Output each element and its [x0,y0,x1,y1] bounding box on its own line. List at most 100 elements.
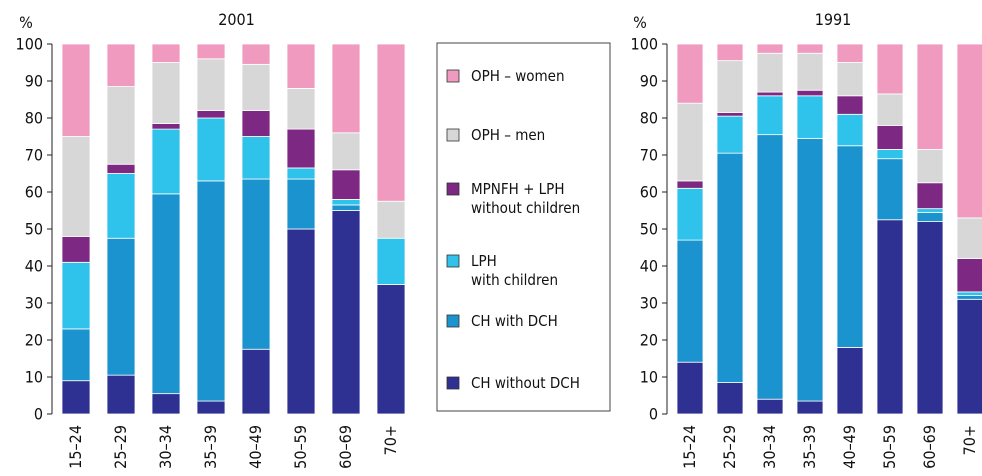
bar-segment [61,380,91,415]
legend-box [436,42,611,412]
bar-segment [241,348,271,415]
y-tick-label: 80 [640,109,658,128]
bar-segment [106,163,136,174]
bar-segment [676,180,704,189]
bar-segment [676,102,704,182]
bar-segment [151,393,181,415]
legend-swatch [446,182,460,196]
x-tick-label: 60–69 [920,425,939,469]
bar-segment [716,152,744,383]
bar-segment [916,208,944,213]
bar-segment [196,117,226,182]
bar-segment [376,43,406,202]
bar-segment [151,123,181,130]
x-tick-label: 15–24 [680,425,699,469]
legend-swatch [446,254,460,268]
bar-segment [796,52,824,91]
bar-segment [106,43,136,87]
bar-segment [376,284,406,415]
bar-segment [876,43,904,95]
bar-segment [61,328,91,382]
bar-segment [151,43,181,63]
bar-segment [676,187,704,241]
y-tick-label: 90 [25,72,43,91]
bar-segment [956,43,982,219]
x-tick-label: 25–29 [720,425,739,469]
y-axis-unit-label: % [633,13,647,32]
bar-segment [836,62,864,97]
bar-segment [836,346,864,415]
legend-swatch [446,128,460,142]
y-tick-label: 70 [640,146,658,165]
bar-segment [331,132,361,171]
bar-segment [241,43,271,65]
bar-segment [796,89,824,97]
x-tick-label: 25–29 [111,425,130,469]
bar-segment [241,63,271,111]
x-tick-label: 30–34 [156,425,175,469]
bar-segment [956,258,982,293]
bar-segment [796,43,824,54]
bar-segment [796,400,824,415]
x-tick-label: 50–59 [291,425,310,469]
bar-segment [836,43,864,63]
bar-segment [916,149,944,184]
bar-segment [331,210,361,415]
bar-segment [756,95,784,136]
bar-segment [876,125,904,150]
bar-segment [61,235,91,263]
bar-segment [61,136,91,237]
bar-segment [196,110,226,119]
bar-segment [106,237,136,376]
bar-segment [331,204,361,211]
y-tick-label: 30 [640,294,658,313]
legend-swatch [446,69,460,83]
x-tick-label: 30–34 [760,425,779,469]
legend-label: without children [471,199,580,217]
y-tick-label: 80 [25,109,43,128]
bar-segment [796,95,824,139]
bar-segment [876,93,904,126]
y-tick-label: 20 [640,331,658,350]
bar-segment [836,145,864,348]
bar-segment [241,110,271,137]
bar-segment [151,62,181,124]
bar-segment [286,88,316,130]
bar-segment [286,128,316,169]
y-axis-unit-label: % [19,13,33,32]
bar-segment [916,43,944,150]
bar-segment [376,237,406,285]
bar-segment [836,95,864,115]
bar-segment [916,221,944,415]
bar-segment [716,43,744,62]
y-tick-label: 0 [649,405,658,424]
bar-segment [836,113,864,147]
bar-segment [286,167,316,180]
bar-segment [196,58,226,111]
bar-segment [956,217,982,259]
bar-segment [196,180,226,402]
y-tick-label: 60 [640,183,658,202]
x-tick-label: 40–49 [246,425,265,469]
x-tick-label: 15–24 [66,425,85,469]
bar-segment [756,398,784,415]
x-tick-label: 70+ [381,425,400,455]
bar-segment [716,382,744,415]
bar-segment [331,43,361,134]
bar-segment [61,43,91,137]
bar-segment [61,261,91,330]
bar-segment [716,112,744,117]
bar-segment [956,298,982,415]
bar-segment [151,193,181,395]
y-tick-label: 70 [25,146,43,165]
bar-segment [716,60,744,113]
legend-label: OPH – men [471,126,545,144]
chart-title: 1991 [815,10,852,29]
y-tick-label: 10 [25,368,43,387]
legend-label: MPNFH + LPH [471,180,564,198]
bar-segment [331,169,361,200]
x-tick-label: 50–59 [880,425,899,469]
bar-segment [106,173,136,239]
bar-segment [916,182,944,210]
